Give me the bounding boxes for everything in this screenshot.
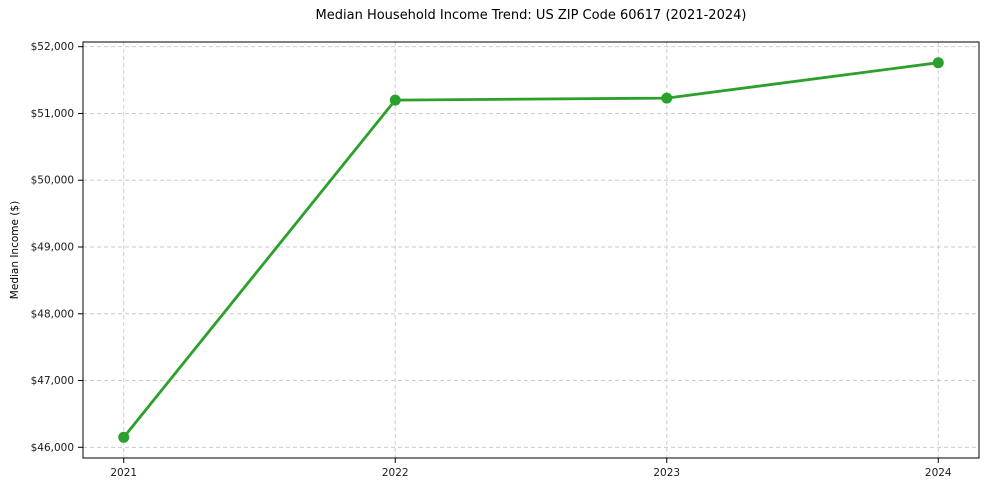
data-line <box>122 61 940 439</box>
y-tick-label: $49,000 <box>31 241 74 253</box>
y-tick-label: $50,000 <box>31 175 74 187</box>
y-tick-label: $47,000 <box>31 375 74 387</box>
y-tick-label: $48,000 <box>31 308 74 320</box>
x-tick-label: 2023 <box>653 467 680 479</box>
x-tick-label: 2024 <box>925 467 952 479</box>
data-point <box>932 57 944 69</box>
data-point <box>661 92 673 104</box>
y-tick-label: $51,000 <box>31 108 74 120</box>
plot-border <box>82 41 980 459</box>
data-point <box>389 94 401 106</box>
x-tick-label: 2021 <box>110 467 137 479</box>
data-point <box>118 431 130 443</box>
x-tick-label: 2022 <box>382 467 409 479</box>
chart-title: Median Household Income Trend: US ZIP Co… <box>315 8 747 23</box>
y-tick-label: $46,000 <box>31 442 74 454</box>
y-tick-label: $52,000 <box>31 41 74 53</box>
